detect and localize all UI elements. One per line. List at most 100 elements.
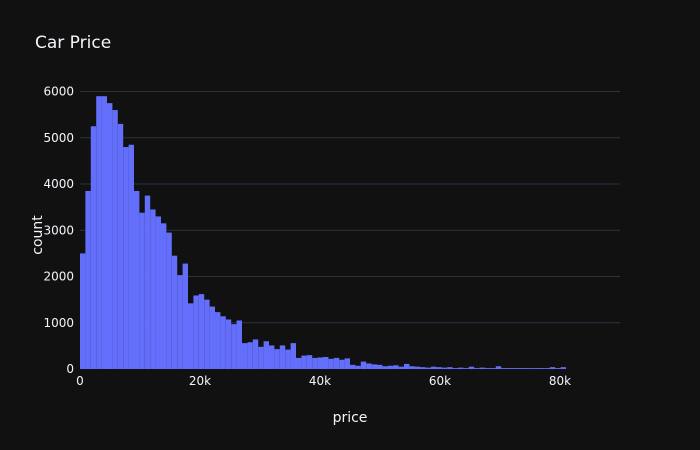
histogram-bar <box>371 364 377 369</box>
x-tick-label: 60k <box>429 374 451 388</box>
histogram-bar <box>360 361 367 369</box>
histogram-bar <box>225 319 232 369</box>
y-tick-label: 4000 <box>43 177 74 191</box>
histogram-bar <box>150 209 156 369</box>
chart-title: Car Price <box>35 33 112 53</box>
histogram-bar <box>414 366 421 369</box>
histogram-bar <box>350 364 356 369</box>
x-tick-label: 40k <box>309 374 331 388</box>
histogram-bar <box>355 365 361 369</box>
histogram-bar <box>85 190 91 369</box>
histogram-bar <box>144 195 151 369</box>
histogram-bar <box>431 366 437 369</box>
y-tick-label: 0 <box>66 362 74 376</box>
histogram-bar <box>161 223 167 369</box>
y-tick-label: 6000 <box>43 85 74 99</box>
histogram-bar <box>387 365 394 369</box>
y-tick-labels: 0 1000 2000 3000 4000 5000 6000 <box>43 85 74 376</box>
histogram-bar <box>139 212 145 369</box>
histogram-bar <box>312 357 318 369</box>
histogram-bar <box>344 358 350 369</box>
histogram-bar <box>404 363 410 369</box>
histogram-bar <box>215 312 221 369</box>
histogram-bar <box>339 359 345 369</box>
histogram-bar <box>506 368 512 369</box>
histogram-bar <box>242 343 248 369</box>
histogram-bar <box>539 368 545 369</box>
y-tick-label: 3000 <box>43 223 74 237</box>
histogram-bar <box>166 232 172 369</box>
y-tick-label: 2000 <box>43 270 74 284</box>
histogram-bar <box>117 123 124 369</box>
histogram-bar <box>90 126 97 370</box>
x-tick-label: 0 <box>76 374 84 388</box>
histogram-bar <box>479 367 485 369</box>
histogram-bar <box>107 103 113 370</box>
histogram-bar <box>209 306 215 369</box>
histogram-bar <box>155 216 161 369</box>
histogram-bar <box>420 367 426 369</box>
histogram-bar <box>252 339 259 369</box>
histogram-bar <box>188 303 194 369</box>
histogram-bar <box>398 366 404 369</box>
histogram-bar <box>441 367 448 369</box>
histogram-bar <box>377 364 383 369</box>
histogram-bar <box>495 366 502 369</box>
histogram-bar <box>204 299 210 369</box>
y-tick-label: 5000 <box>43 131 74 145</box>
histogram-bar <box>236 320 242 369</box>
histogram-bar <box>452 368 458 369</box>
histogram-bar <box>333 357 340 369</box>
histogram-bar <box>231 324 237 369</box>
histogram-bar <box>474 368 480 369</box>
x-axis-title: price <box>333 410 368 426</box>
histogram-bar <box>198 294 205 369</box>
histogram-bar <box>409 366 415 369</box>
histogram-bar <box>269 345 275 369</box>
histogram-bar <box>80 253 86 369</box>
histogram-bar <box>182 263 188 369</box>
bars <box>80 96 566 370</box>
histogram-bar <box>101 96 107 370</box>
histogram-bar <box>366 363 372 369</box>
histogram-bar <box>171 255 178 369</box>
histogram-bar <box>555 368 561 369</box>
histogram-bar <box>512 368 518 369</box>
histogram-bar <box>301 355 307 369</box>
histogram-bar <box>112 110 118 369</box>
histogram-bar <box>425 367 431 369</box>
histogram-bar <box>393 365 399 369</box>
histogram-bar <box>317 357 323 369</box>
histogram-bar <box>544 368 550 369</box>
histogram-bar <box>517 368 523 369</box>
histogram-bar <box>177 275 183 369</box>
histogram-bar <box>436 367 442 369</box>
y-axis-title: count <box>30 215 46 255</box>
y-tick-label: 1000 <box>43 316 74 330</box>
histogram-bar <box>123 147 129 369</box>
histogram-bar <box>549 367 556 369</box>
histogram-bar <box>468 366 475 369</box>
histogram-bar <box>528 368 534 369</box>
x-tick-label: 20k <box>189 374 211 388</box>
histogram-bar <box>247 342 253 369</box>
histogram-bar <box>501 368 507 369</box>
histogram-bar <box>447 367 453 369</box>
histogram-bar <box>306 355 313 369</box>
histogram-bar <box>560 367 566 369</box>
histogram-bar <box>328 358 334 369</box>
histogram-bar <box>274 349 280 369</box>
histogram-bar <box>193 295 199 369</box>
x-tick-label: 80k <box>549 374 571 388</box>
gridlines <box>80 91 620 324</box>
histogram-bar <box>220 316 226 369</box>
histogram-bar <box>533 368 539 369</box>
histogram-bar <box>296 357 302 369</box>
histogram-bar <box>285 349 291 369</box>
histogram-bar <box>279 345 286 369</box>
histogram-bar <box>490 368 496 369</box>
histogram-bar <box>263 341 269 369</box>
histogram-bar <box>134 190 140 369</box>
